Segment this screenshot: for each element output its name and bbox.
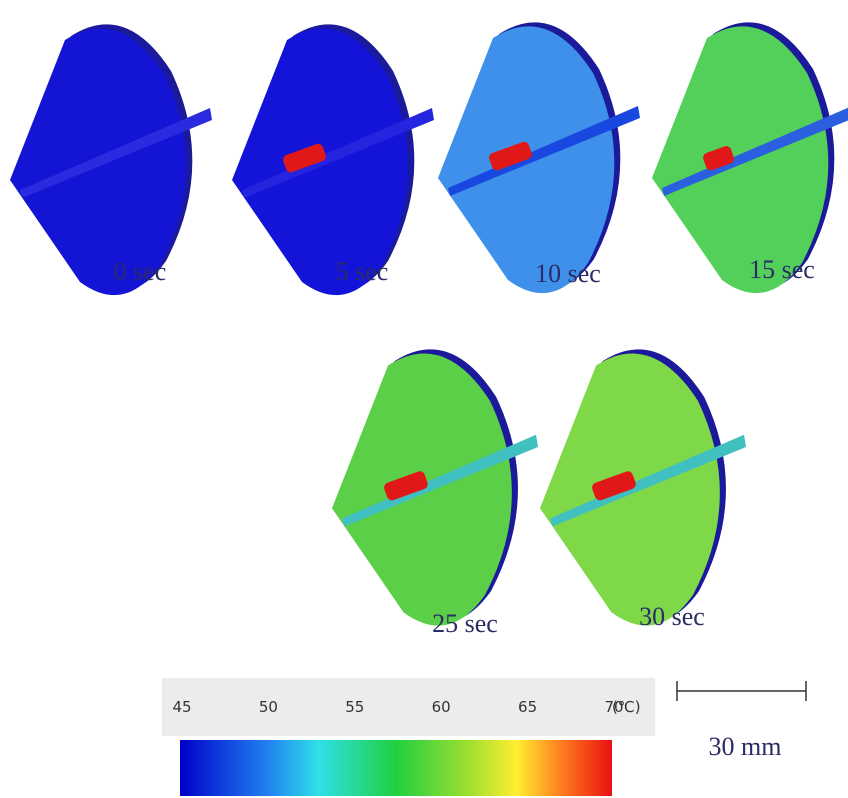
panel: [332, 349, 538, 625]
colorbar: [180, 740, 612, 796]
scale-label: 30 mm: [709, 732, 782, 761]
time-label: 5 sec: [336, 257, 389, 286]
time-label: 0 sec: [114, 257, 167, 286]
time-label: 25 sec: [432, 609, 498, 638]
figure: 455055606570(℃) 30 mm 0 sec5 sec10 sec15…: [0, 0, 848, 798]
colorbar-tick-label: 45: [172, 698, 191, 716]
panel: [652, 22, 848, 293]
colorbar-unit: (℃): [612, 698, 641, 716]
panel: [438, 22, 640, 293]
scale-bar: [677, 681, 806, 701]
panel: [232, 24, 434, 295]
colorbar-tick-label: 60: [432, 698, 451, 716]
time-label: 30 sec: [639, 602, 705, 631]
colorbar-tick-label: 55: [345, 698, 364, 716]
colorbar-tick-label: 50: [259, 698, 278, 716]
time-label: 15 sec: [749, 255, 815, 284]
panel: [10, 24, 212, 295]
time-label: 10 sec: [535, 259, 601, 288]
colorbar-tick-label: 65: [518, 698, 537, 716]
panel: [540, 349, 746, 625]
colorbar-box: [162, 678, 655, 736]
